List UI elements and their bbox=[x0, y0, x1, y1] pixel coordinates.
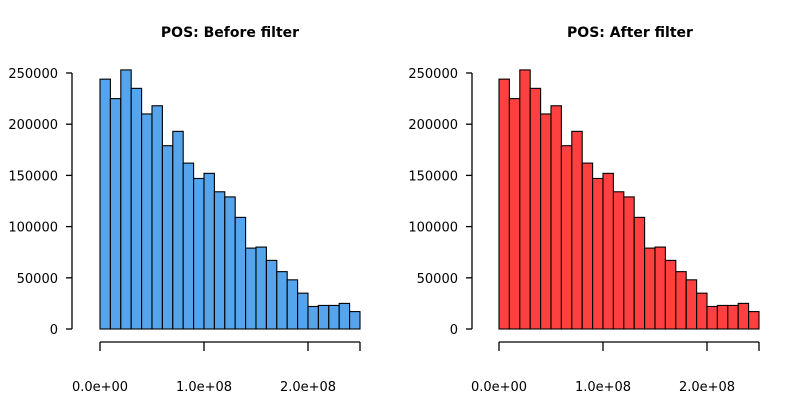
histogram-bar bbox=[644, 247, 656, 330]
histogram-bar bbox=[623, 196, 635, 330]
x-tick-label: 2.0e+08 bbox=[679, 380, 735, 395]
x-tick-label: 1.0e+08 bbox=[575, 380, 631, 395]
histogram-bar bbox=[529, 87, 542, 330]
panel-before-filter: POS: Before filter 0 50000 100000 150000 200… bbox=[8, 25, 361, 395]
x-tick-label: 0.0e+00 bbox=[72, 380, 128, 395]
histogram-bar bbox=[224, 196, 236, 330]
panel-after-filter: POS: After filter 0 50000 100000 150000 2000… bbox=[408, 25, 760, 395]
y-tick-label: 250000 bbox=[408, 67, 458, 82]
histogram-bar bbox=[151, 105, 163, 330]
histogram-bar bbox=[581, 162, 594, 330]
y-tick-label: 150000 bbox=[8, 169, 58, 184]
x-tick-label: 1.0e+08 bbox=[176, 380, 232, 395]
histogram-bar bbox=[737, 302, 750, 330]
histogram-bar bbox=[727, 304, 739, 330]
histogram-bar bbox=[664, 259, 677, 330]
histogram-bar bbox=[234, 216, 247, 330]
histogram-bar bbox=[141, 113, 153, 330]
y-tick-label: 50000 bbox=[417, 272, 458, 287]
histogram-bar bbox=[498, 78, 510, 330]
histogram-bar bbox=[592, 177, 604, 330]
histogram-bar bbox=[696, 292, 708, 330]
histogram-bar bbox=[255, 246, 267, 330]
histogram-bar bbox=[349, 311, 361, 330]
y-tick-label: 0 bbox=[50, 323, 58, 338]
histogram-bar bbox=[203, 172, 215, 330]
histogram-bar bbox=[99, 78, 111, 330]
histogram-bar bbox=[317, 304, 330, 330]
histogram-bar bbox=[297, 292, 309, 330]
histogram-bar bbox=[675, 271, 687, 330]
histogram-bar bbox=[571, 130, 583, 330]
histogram-bar bbox=[560, 145, 573, 330]
histogram-bar bbox=[213, 191, 226, 330]
histogram-bar bbox=[161, 145, 174, 330]
y-tick-label: 100000 bbox=[8, 221, 58, 236]
histogram-bar bbox=[182, 162, 195, 330]
x-tick-label: 0.0e+00 bbox=[471, 380, 527, 395]
histogram-bar bbox=[109, 98, 122, 330]
chart-title: POS: Before filter bbox=[161, 25, 299, 41]
y-tick-label: 100000 bbox=[408, 221, 458, 236]
histogram-bar bbox=[265, 259, 278, 330]
histogram-bar bbox=[540, 113, 552, 330]
histogram-bar bbox=[338, 302, 351, 330]
histogram-bar bbox=[519, 69, 531, 330]
y-tick-label: 0 bbox=[450, 323, 458, 338]
histogram-bar bbox=[602, 172, 614, 330]
y-tick-label: 200000 bbox=[8, 118, 58, 133]
histogram-bar bbox=[286, 279, 299, 330]
histogram-bar bbox=[245, 247, 257, 330]
histogram-bar bbox=[508, 98, 521, 330]
y-tick-label: 150000 bbox=[408, 169, 458, 184]
histogram-bar bbox=[307, 305, 319, 330]
histogram-bar bbox=[706, 305, 718, 330]
histogram-bar bbox=[654, 246, 666, 330]
y-tick-label: 250000 bbox=[8, 67, 58, 82]
histogram-bar bbox=[550, 105, 562, 330]
histogram-bar bbox=[748, 311, 760, 330]
chart-title: POS: After filter bbox=[567, 25, 693, 41]
histogram-bar bbox=[612, 191, 625, 330]
histogram-bar bbox=[120, 69, 132, 330]
y-tick-label: 200000 bbox=[408, 118, 458, 133]
x-tick-label: 2.0e+08 bbox=[280, 380, 336, 395]
histogram-bar bbox=[716, 304, 729, 330]
histogram-bar bbox=[685, 279, 698, 330]
histogram-bar bbox=[633, 216, 646, 330]
histogram-bar bbox=[172, 130, 184, 330]
histogram-bar bbox=[276, 271, 288, 330]
histogram-bar bbox=[130, 87, 143, 330]
histogram-bar bbox=[193, 177, 205, 330]
histogram-bar bbox=[328, 304, 340, 330]
y-tick-label: 50000 bbox=[17, 272, 58, 287]
